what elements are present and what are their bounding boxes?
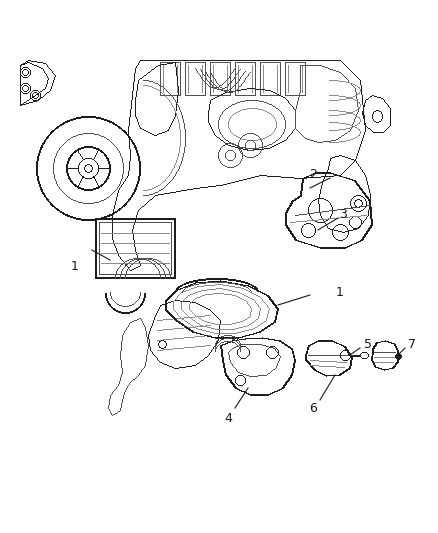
Text: 6: 6 (309, 401, 317, 415)
Text: 3: 3 (339, 207, 347, 221)
Text: 7: 7 (408, 337, 416, 351)
Text: 1: 1 (336, 286, 344, 298)
Text: 4: 4 (224, 411, 232, 424)
Text: 2: 2 (309, 168, 317, 182)
Text: 5: 5 (364, 337, 372, 351)
Text: 1: 1 (71, 261, 79, 273)
